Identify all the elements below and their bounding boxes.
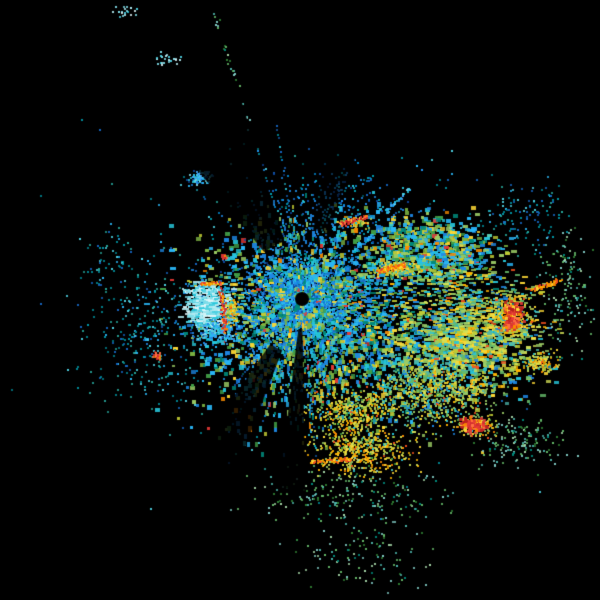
radar-display [0,0,600,600]
radar-heatmap-canvas [0,0,600,600]
